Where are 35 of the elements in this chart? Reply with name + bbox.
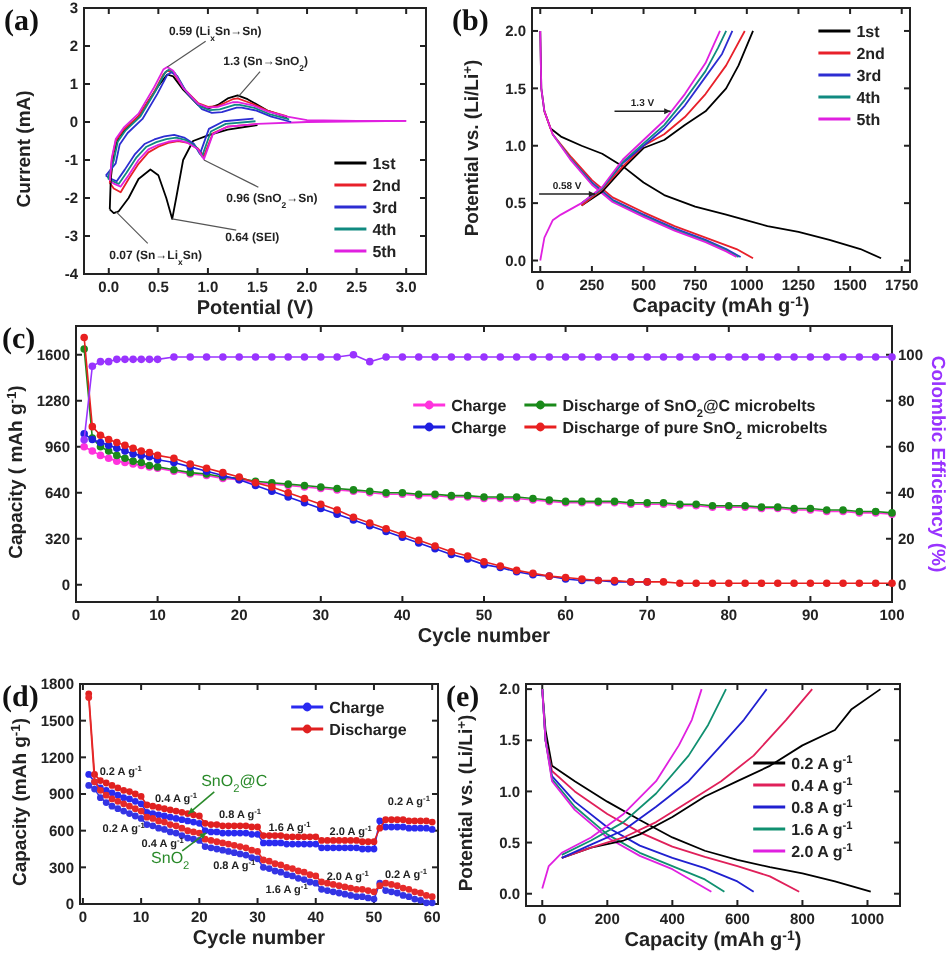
legend-label: 3rd <box>856 66 882 85</box>
chart-title: (c) <box>2 324 36 356</box>
x-axis-title: Capacity (mAh g$^{-1}$) <box>632 295 810 318</box>
legend-label: Charge <box>451 396 508 415</box>
legend-label: 0.4 A g$^{-1}$ <box>791 776 853 795</box>
legend-label: Discharge of pure SnO$_{2}$ microbelts <box>562 418 829 443</box>
legend-label: 5th <box>856 110 881 129</box>
legend-label: 4th <box>856 88 881 107</box>
legend-label: Charge <box>329 698 386 717</box>
x-axis-title: Potential (V) <box>196 298 314 320</box>
chart-title: (a) <box>4 6 39 38</box>
legend-label: 0.8 A g$^{-1}$ <box>791 798 853 817</box>
chart-title: (d) <box>2 682 39 714</box>
legend-label: 2nd <box>372 176 402 195</box>
annotation: SnO$_{2}$ <box>151 848 190 873</box>
y2-axis-title: Colombic Efficiency (%) <box>926 355 948 573</box>
legend-label: Discharge of SnO$_{2}$@C microbelts <box>562 396 817 421</box>
legend-label: 4th <box>372 220 397 239</box>
legend-label: Charge <box>451 418 508 437</box>
legend-label: 2nd <box>856 44 886 63</box>
legend-label: 1st <box>372 154 397 173</box>
legend-label: 1.6 A g$^{-1}$ <box>791 820 853 839</box>
legend-label: 2.0 A g$^{-1}$ <box>791 842 853 861</box>
chart-title: (b) <box>452 6 489 38</box>
annotation: SnO$_{2}$@C <box>201 771 268 796</box>
legend-label: 1st <box>856 22 881 41</box>
legend-label: 0.2 A g$^{-1}$ <box>791 754 853 773</box>
x-axis-title: Capacity (mAh g$^{-1}$) <box>624 929 802 952</box>
x-axis-title: Cycle number <box>417 626 551 648</box>
chart-title: (e) <box>446 682 480 714</box>
legend-label: Discharge <box>329 720 408 739</box>
x-axis-title: Cycle number <box>192 928 326 950</box>
legend-label: 3rd <box>372 198 398 217</box>
legend-label: 5th <box>372 242 397 261</box>
y-axis-title: Current (mA) <box>14 90 36 208</box>
